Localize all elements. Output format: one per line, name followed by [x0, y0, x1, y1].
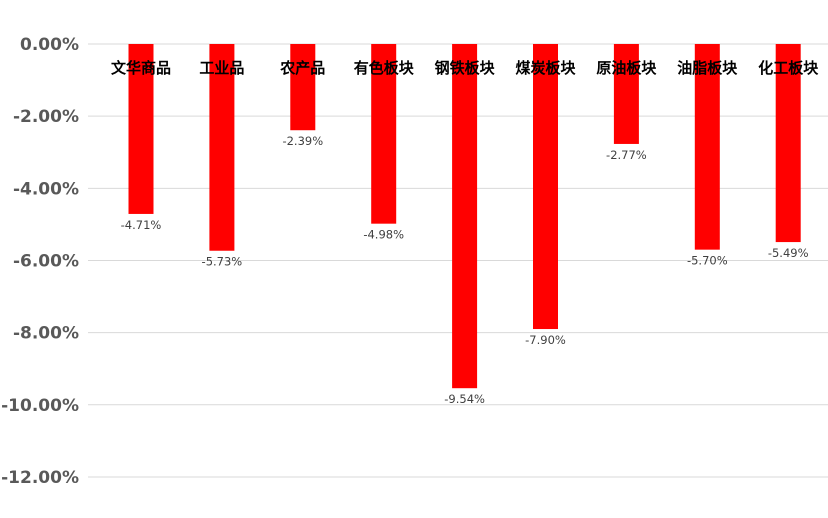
bars — [128, 44, 801, 389]
category-label: 煤炭板块 — [515, 59, 576, 77]
y-tick-label: -12.00% — [1, 468, 79, 488]
category-label: 化工板块 — [758, 59, 819, 77]
data-label: -4.98% — [363, 228, 404, 242]
bar — [694, 44, 720, 250]
category-label: 有色板块 — [354, 59, 415, 77]
y-tick-label: -2.00% — [13, 107, 79, 127]
data-label: -7.90% — [525, 333, 566, 347]
category-label: 文华商品 — [111, 59, 171, 77]
category-label: 原油板块 — [596, 59, 657, 77]
category-label: 农产品 — [279, 59, 325, 77]
y-tick-label: -6.00% — [13, 251, 79, 271]
data-label: -5.49% — [768, 246, 809, 260]
y-tick-label: -10.00% — [1, 396, 79, 416]
category-label: 工业品 — [199, 59, 244, 77]
data-label: -4.71% — [121, 218, 162, 232]
data-label: -5.70% — [687, 254, 728, 268]
category-label: 钢铁板块 — [435, 59, 496, 77]
bar — [775, 44, 801, 243]
bar — [290, 44, 316, 131]
bar — [533, 44, 558, 330]
data-label: -2.39% — [282, 134, 323, 148]
category-labels: 文华商品 工业品 农产品 有色板块 钢铁板块 煤炭板块 原油板块 油脂板块 化工板块 — [111, 59, 819, 77]
bar — [128, 44, 154, 214]
data-label: -5.73% — [202, 255, 243, 269]
data-label: -9.54% — [444, 392, 485, 406]
bar — [452, 44, 478, 389]
data-labels: -4.71% -5.73% -2.39% -4.98% -9.54% -7.90% -2.7… — [121, 134, 809, 406]
y-axis-ticks: 0.00% -2.00% -4.00% -6.00% -8.00% -10.00% -12.… — [1, 35, 79, 488]
y-tick-label: 0.00% — [20, 35, 79, 55]
bar — [209, 44, 235, 251]
category-label: 油脂板块 — [677, 59, 738, 77]
bar — [371, 44, 397, 224]
y-tick-label: -4.00% — [13, 179, 79, 199]
data-label: -2.77% — [606, 148, 647, 162]
y-tick-label: -8.00% — [13, 324, 79, 344]
bar — [613, 44, 639, 144]
